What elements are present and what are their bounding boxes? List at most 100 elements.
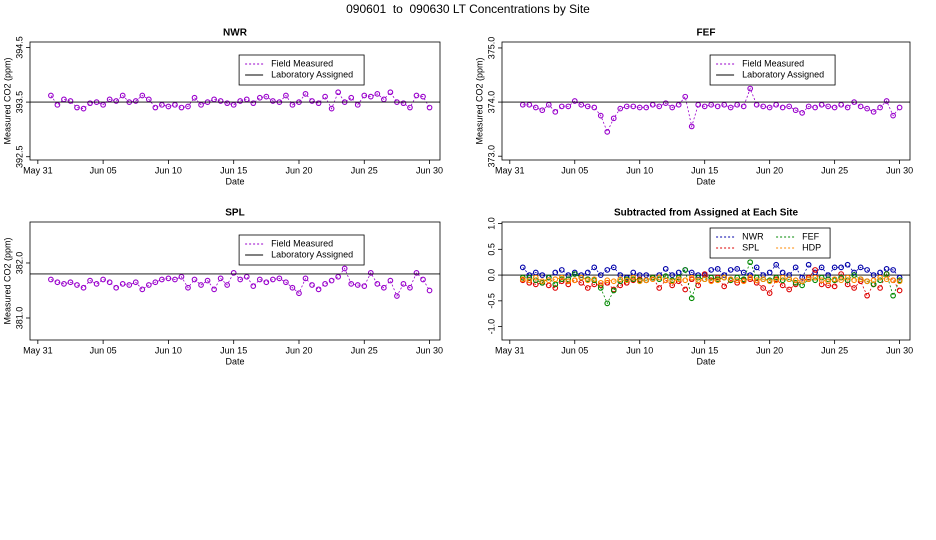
data-point [649,276,656,283]
x-tick-label: Jun 20 [285,165,312,175]
data-point [558,103,565,110]
x-tick-label: Jun 10 [626,345,653,355]
data-point [617,276,624,283]
data-point [545,274,552,281]
data-point [113,284,120,291]
y-tick-label: 382.0 [14,252,24,275]
data-point [74,282,80,288]
data-point [688,269,695,276]
data-point [341,265,348,272]
y-tick-label: 374.0 [486,91,496,114]
data-point [812,277,818,284]
data-point [578,274,585,281]
data-point [760,285,767,291]
data-point [786,103,793,110]
y-tick-label: 375.0 [486,37,496,60]
legend-label: Laboratory Assigned [271,249,353,259]
data-point [799,110,806,116]
data-point [805,103,812,110]
data-point [374,91,381,97]
data-point [526,279,533,286]
data-point [662,100,669,107]
data-point [610,287,617,294]
data-point [237,276,244,283]
data-point [545,277,552,284]
data-point [682,93,689,100]
data-point [178,273,185,280]
data-point [597,112,604,119]
data-point [132,279,139,286]
plot-frame [29,41,441,161]
data-point [610,264,617,271]
data-point [831,264,838,271]
data-point [80,105,87,112]
data-point [617,278,624,285]
data-point [883,276,890,283]
data-point [591,276,598,283]
data-point [779,104,786,111]
x-tick-label: Jun 15 [220,165,247,175]
data-point [367,93,374,100]
data-point [152,279,159,286]
data-point [630,269,637,276]
data-point [145,282,152,288]
x-tick-label: Jun 30 [886,165,913,175]
data-point [250,283,257,289]
legend-label: Laboratory Assigned [742,69,824,79]
data-point [237,98,244,104]
data-point [67,279,74,286]
data-point [792,107,799,114]
x-tick-label: Jun 05 [561,345,588,355]
x-tick-label: Jun 20 [285,345,312,355]
data-point [851,285,857,291]
data-point [263,93,270,100]
data-point [682,267,689,273]
x-tick-label: Jun 10 [155,345,182,355]
data-point [857,264,864,271]
data-point [883,271,890,277]
legend-label: NWR [742,231,764,241]
data-point [198,282,204,288]
legend-label: Field Measured [742,58,804,68]
data-point [113,98,120,104]
data-point [721,274,728,281]
data-point [256,276,263,283]
panel-title: SPL [225,208,244,219]
data-point [877,274,883,281]
y-tick-label: 381.0 [14,307,24,330]
data-point [565,278,572,285]
data-point [799,274,806,281]
data-point [864,292,870,299]
data-point [740,269,747,276]
data-point [792,279,799,286]
data-point [526,277,533,284]
data-point [597,279,604,286]
data-point [185,284,191,291]
y-tick-label: -0.5 [486,293,496,309]
data-point [289,284,296,291]
data-point [844,261,851,268]
x-tick-label: Jun 25 [821,165,848,175]
data-point [630,103,637,110]
data-point [87,277,93,284]
x-tick-label: Jun 25 [351,165,378,175]
y-axis-label: Measured CO2 (ppm) [2,237,12,324]
data-point [831,276,838,283]
data-point [571,277,578,284]
data-point [539,278,546,285]
data-point [708,274,715,281]
data-point [805,276,812,283]
data-point [315,286,322,293]
data-point [526,274,533,281]
data-point [400,281,407,287]
data-point [256,94,263,101]
data-point [890,277,896,284]
data-point [740,276,747,283]
data-point [760,103,767,110]
y-axis-label: Measured CO2 (ppm) [2,57,12,144]
legend-label: SPL [742,242,759,252]
data-point [224,282,231,288]
